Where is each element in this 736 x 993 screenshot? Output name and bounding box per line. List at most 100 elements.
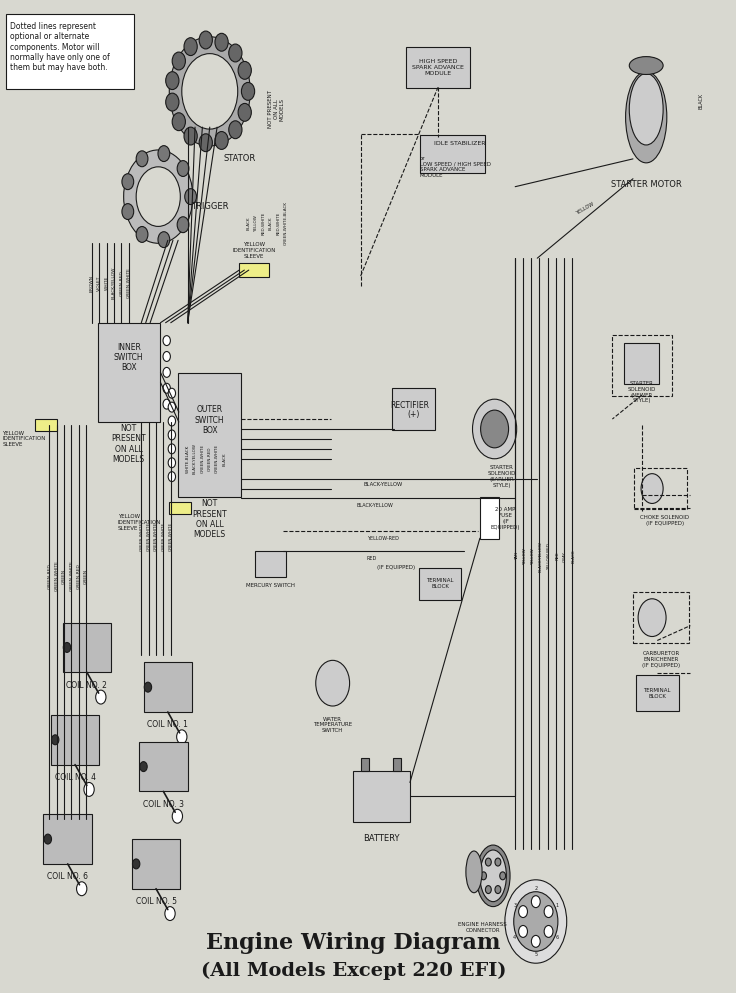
Text: STARTER
SOLENOID
(EARLIER
STYLE): STARTER SOLENOID (EARLIER STYLE) — [488, 466, 516, 488]
Text: 6: 6 — [555, 935, 559, 940]
Circle shape — [168, 416, 175, 426]
Text: RED: RED — [555, 552, 559, 560]
FancyBboxPatch shape — [139, 742, 188, 791]
FancyBboxPatch shape — [636, 675, 679, 711]
Text: GREEN: GREEN — [84, 568, 88, 584]
Text: BLACK: BLACK — [571, 549, 576, 563]
Text: COIL NO. 6: COIL NO. 6 — [47, 872, 88, 882]
Text: GREEN-RED: GREEN-RED — [77, 563, 81, 589]
Circle shape — [168, 430, 175, 440]
Circle shape — [241, 82, 255, 100]
Circle shape — [124, 150, 193, 243]
Text: GREEN-RED: GREEN-RED — [47, 563, 52, 589]
FancyBboxPatch shape — [361, 759, 369, 771]
Circle shape — [199, 134, 213, 152]
Circle shape — [158, 231, 170, 247]
Text: BLACK-YELLOW: BLACK-YELLOW — [357, 502, 394, 508]
Text: IDLE STABILIZER: IDLE STABILIZER — [434, 141, 486, 147]
Text: TRIGGER: TRIGGER — [191, 202, 228, 212]
Circle shape — [168, 388, 175, 398]
Circle shape — [495, 886, 500, 894]
Text: RED-WHITE: RED-WHITE — [276, 212, 280, 235]
Text: GREEN-WHITE: GREEN-WHITE — [169, 521, 173, 551]
Text: STATOR: STATOR — [223, 154, 255, 164]
Ellipse shape — [626, 71, 667, 163]
Circle shape — [165, 907, 175, 921]
Text: GREEN-WHITE: GREEN-WHITE — [161, 521, 166, 551]
Circle shape — [172, 809, 183, 823]
Ellipse shape — [480, 850, 506, 902]
FancyBboxPatch shape — [178, 372, 241, 496]
Circle shape — [163, 383, 171, 393]
Text: Dotted lines represent
optional or alternate
components. Motor will
normally hav: Dotted lines represent optional or alter… — [10, 22, 110, 72]
Text: GREEN-WHITE: GREEN-WHITE — [154, 521, 158, 551]
Text: COIL NO. 5: COIL NO. 5 — [135, 897, 177, 907]
Text: BATTERY: BATTERY — [363, 833, 400, 843]
Text: BROWN: BROWN — [90, 274, 94, 292]
Text: GREEN: GREEN — [62, 568, 66, 584]
Circle shape — [63, 642, 71, 652]
Circle shape — [495, 858, 500, 866]
Circle shape — [500, 872, 506, 880]
Circle shape — [531, 935, 540, 947]
Circle shape — [519, 925, 528, 937]
Text: INNER
SWITCH
BOX: INNER SWITCH BOX — [114, 343, 144, 372]
Text: TERMINAL
BLOCK: TERMINAL BLOCK — [426, 579, 454, 589]
FancyBboxPatch shape — [144, 662, 192, 712]
Text: 1: 1 — [555, 903, 559, 908]
Text: COIL NO. 1: COIL NO. 1 — [147, 720, 188, 730]
Circle shape — [238, 62, 252, 79]
Text: GREEN-WHITE: GREEN-WHITE — [215, 444, 219, 474]
Text: COIL NO. 4: COIL NO. 4 — [54, 773, 96, 782]
Text: ENGINE HARNESS
CONNECTOR: ENGINE HARNESS CONNECTOR — [459, 922, 507, 932]
FancyBboxPatch shape — [43, 814, 92, 864]
Circle shape — [166, 71, 179, 89]
Text: RED-WHITE: RED-WHITE — [261, 212, 266, 235]
Text: MERCURY SWITCH: MERCURY SWITCH — [247, 583, 295, 589]
FancyBboxPatch shape — [132, 839, 180, 889]
FancyBboxPatch shape — [392, 388, 435, 430]
Circle shape — [486, 858, 492, 866]
Text: or
LOW SPEED / HIGH SPEED
SPARK ADVANCE
MODULE: or LOW SPEED / HIGH SPEED SPARK ADVANCE … — [420, 156, 490, 178]
Circle shape — [215, 131, 228, 149]
Circle shape — [638, 599, 666, 637]
Circle shape — [144, 682, 152, 692]
Text: TAN: TAN — [514, 552, 519, 560]
Text: (IF EQUIPPED): (IF EQUIPPED) — [377, 565, 415, 571]
Circle shape — [172, 52, 185, 70]
Ellipse shape — [476, 845, 510, 907]
Circle shape — [163, 336, 171, 346]
Circle shape — [199, 31, 213, 49]
Circle shape — [185, 189, 197, 205]
Circle shape — [184, 38, 197, 56]
Ellipse shape — [466, 851, 482, 893]
Text: COIL NO. 3: COIL NO. 3 — [143, 799, 184, 809]
Circle shape — [169, 37, 250, 146]
Circle shape — [238, 103, 252, 121]
FancyBboxPatch shape — [406, 47, 470, 88]
FancyBboxPatch shape — [353, 771, 410, 822]
Circle shape — [132, 859, 140, 869]
Circle shape — [481, 410, 509, 448]
Text: BLACK: BLACK — [247, 216, 251, 230]
Text: VIOLET: VIOLET — [97, 275, 102, 291]
FancyBboxPatch shape — [239, 263, 269, 277]
FancyBboxPatch shape — [63, 623, 111, 672]
Ellipse shape — [629, 57, 663, 74]
Text: YELLOW: YELLOW — [575, 202, 595, 215]
Circle shape — [544, 906, 553, 918]
FancyBboxPatch shape — [624, 343, 659, 384]
Text: 5: 5 — [534, 951, 537, 957]
Text: CARBURETOR
ENRICHENER
(IF EQUIPPED): CARBURETOR ENRICHENER (IF EQUIPPED) — [642, 651, 680, 667]
Text: GREEN-WHITE: GREEN-WHITE — [139, 521, 144, 551]
FancyBboxPatch shape — [480, 497, 499, 539]
Circle shape — [77, 882, 87, 896]
Text: GRAY: GRAY — [563, 550, 567, 562]
Text: NOT
PRESENT
ON ALL
MODELS: NOT PRESENT ON ALL MODELS — [192, 499, 227, 539]
Text: GREEN-WHITE-BLACK: GREEN-WHITE-BLACK — [283, 202, 288, 245]
Text: HIGH SPEED
SPARK ADVANCE
MODULE: HIGH SPEED SPARK ADVANCE MODULE — [412, 60, 464, 75]
Circle shape — [177, 730, 187, 744]
Text: RED: RED — [367, 555, 377, 561]
Text: CHOKE SOLENOID
(IF EQUIPPED): CHOKE SOLENOID (IF EQUIPPED) — [640, 515, 689, 525]
Text: BLACK-YELLOW: BLACK-YELLOW — [112, 267, 116, 299]
